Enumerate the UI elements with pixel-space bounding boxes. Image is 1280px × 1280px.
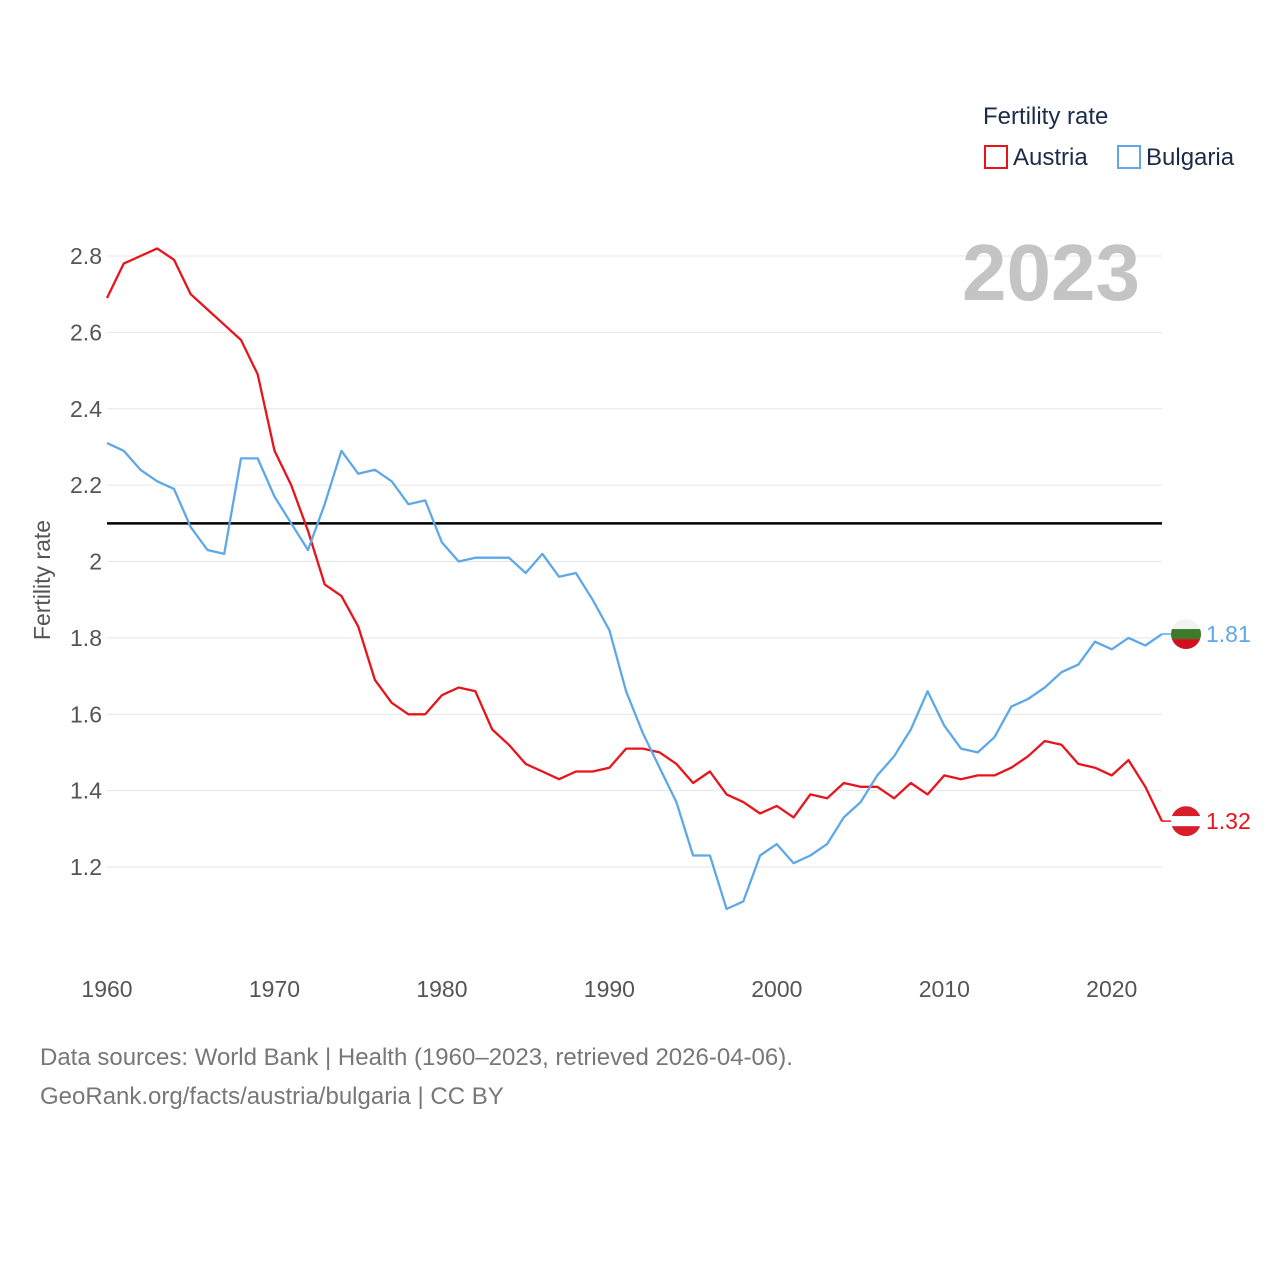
flag-stripe-austria-1 [1171, 816, 1201, 827]
year-label: 2023 [962, 228, 1140, 317]
legend-swatch-bulgaria [1117, 145, 1141, 169]
series-lines [105, 247, 1164, 911]
x-tick-2020: 2020 [1086, 976, 1137, 1002]
x-tick-1970: 1970 [249, 976, 300, 1002]
legend-label-bulgaria: Bulgaria [1146, 144, 1235, 171]
end-label-bulgaria: 1.81 [1206, 621, 1251, 647]
legend-title: Fertility rate [983, 103, 1108, 130]
y-tick-1.8: 1.8 [70, 625, 102, 651]
legend: Fertility rate Austria Bulgaria [983, 103, 1235, 171]
flag-marker-austria [1171, 806, 1201, 837]
y-tick-2: 2 [89, 549, 102, 575]
flag-marker-bulgaria [1171, 619, 1201, 650]
y-tick-1.6: 1.6 [70, 701, 102, 727]
footer-source: Data sources: World Bank | Health (1960–… [40, 1044, 793, 1071]
y-tick-2.4: 2.4 [70, 396, 102, 422]
y-tick-1.4: 1.4 [70, 778, 102, 804]
y-axis-label: Fertility rate [29, 520, 55, 640]
flag-stripe-bulgaria-1 [1171, 629, 1201, 640]
flag-stripe-austria-0 [1171, 806, 1201, 817]
flag-stripes-bulgaria [1171, 619, 1201, 650]
y-tick-2.6: 2.6 [70, 319, 102, 345]
y-tick-1.2: 1.2 [70, 854, 102, 880]
end-label-austria: 1.32 [1206, 808, 1251, 834]
x-tick-2010: 2010 [919, 976, 970, 1002]
end-markers: 1.32 1.81 [1162, 619, 1251, 837]
flag-stripe-austria-2 [1171, 826, 1201, 837]
y-axis-ticks: 1.2 1.4 1.6 1.8 2 2.2 2.4 2.6 2.8 [70, 243, 102, 880]
series-line-bulgaria [106, 442, 1163, 911]
y-tick-2.8: 2.8 [70, 243, 102, 269]
footer-credit: GeoRank.org/facts/austria/bulgaria | CC … [40, 1083, 504, 1110]
legend-swatch-austria [984, 145, 1008, 169]
flag-stripe-bulgaria-2 [1171, 639, 1201, 650]
grid-lines [107, 255, 1162, 868]
x-axis-ticks: 1960 1970 1980 1990 2000 2010 2020 [81, 976, 1137, 1002]
flag-stripes-austria [1171, 806, 1201, 837]
series-line-austria [105, 247, 1164, 822]
x-tick-2000: 2000 [751, 976, 802, 1002]
legend-label-austria: Austria [1013, 144, 1088, 171]
x-tick-1960: 1960 [81, 976, 132, 1002]
flag-stripe-bulgaria-0 [1171, 619, 1201, 630]
x-tick-1990: 1990 [584, 976, 635, 1002]
x-tick-1980: 1980 [416, 976, 467, 1002]
y-tick-2.2: 2.2 [70, 472, 102, 498]
